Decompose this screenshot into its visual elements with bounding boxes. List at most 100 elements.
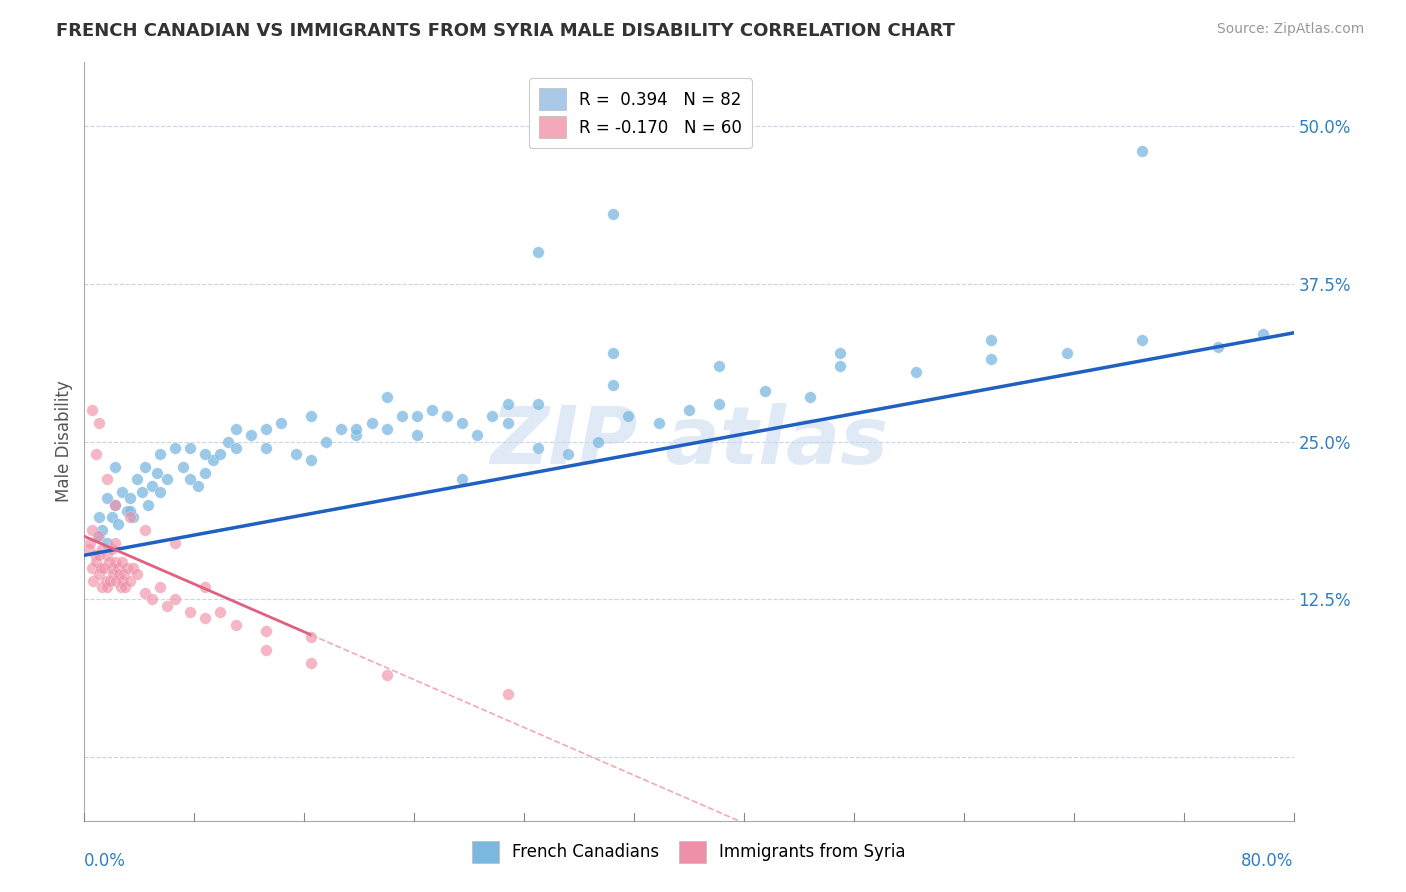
Point bbox=[86, 555, 108, 569]
Point bbox=[406, 428, 429, 442]
Point bbox=[315, 434, 337, 449]
Point bbox=[391, 409, 413, 424]
Point bbox=[602, 377, 624, 392]
Point bbox=[830, 359, 852, 373]
Point bbox=[194, 580, 217, 594]
Point bbox=[285, 447, 308, 461]
Point bbox=[110, 580, 132, 594]
Point bbox=[101, 567, 124, 582]
Point bbox=[225, 617, 247, 632]
Point bbox=[467, 428, 489, 442]
Point bbox=[904, 365, 927, 379]
Point bbox=[754, 384, 776, 398]
Point bbox=[141, 479, 163, 493]
Point bbox=[149, 447, 172, 461]
Point bbox=[194, 611, 217, 625]
Point bbox=[108, 567, 131, 582]
Point bbox=[89, 529, 111, 543]
Point bbox=[830, 346, 852, 360]
Point bbox=[104, 555, 127, 569]
Point bbox=[299, 656, 322, 670]
Point bbox=[330, 422, 353, 436]
Point bbox=[254, 643, 277, 657]
Point bbox=[172, 459, 194, 474]
Point bbox=[82, 574, 104, 588]
Point bbox=[115, 504, 138, 518]
Point bbox=[799, 390, 821, 404]
Point bbox=[1056, 346, 1078, 360]
Point bbox=[96, 491, 118, 506]
Point bbox=[451, 473, 474, 487]
Point bbox=[254, 624, 277, 639]
Point bbox=[115, 561, 138, 575]
Point bbox=[118, 504, 141, 518]
Point bbox=[1132, 334, 1154, 348]
Point bbox=[104, 498, 127, 512]
Point bbox=[165, 535, 187, 549]
Point bbox=[496, 416, 519, 430]
Point bbox=[96, 580, 118, 594]
Point bbox=[87, 529, 110, 543]
Point bbox=[375, 422, 398, 436]
Point bbox=[165, 441, 187, 455]
Point bbox=[179, 441, 201, 455]
Text: FRENCH CANADIAN VS IMMIGRANTS FROM SYRIA MALE DISABILITY CORRELATION CHART: FRENCH CANADIAN VS IMMIGRANTS FROM SYRIA… bbox=[56, 22, 955, 40]
Point bbox=[209, 605, 232, 619]
Point bbox=[146, 466, 169, 480]
Point bbox=[89, 567, 111, 582]
Point bbox=[111, 485, 134, 500]
Point bbox=[134, 523, 156, 537]
Point bbox=[91, 541, 114, 556]
Point bbox=[360, 416, 382, 430]
Point bbox=[481, 409, 503, 424]
Point bbox=[225, 441, 247, 455]
Point bbox=[89, 510, 111, 524]
Point bbox=[105, 574, 128, 588]
Point bbox=[299, 453, 322, 467]
Point bbox=[114, 580, 136, 594]
Point bbox=[436, 409, 458, 424]
Point bbox=[225, 422, 247, 436]
Point bbox=[602, 207, 624, 221]
Point bbox=[100, 541, 122, 556]
Point bbox=[194, 466, 217, 480]
Point bbox=[557, 447, 579, 461]
Point bbox=[96, 548, 118, 563]
Point bbox=[588, 434, 610, 449]
Point bbox=[118, 491, 141, 506]
Point bbox=[1206, 340, 1229, 354]
Point bbox=[179, 605, 201, 619]
Point bbox=[94, 574, 117, 588]
Point bbox=[156, 473, 179, 487]
Point bbox=[194, 447, 217, 461]
Point bbox=[406, 409, 429, 424]
Point bbox=[156, 599, 179, 613]
Point bbox=[254, 441, 277, 455]
Point bbox=[107, 516, 129, 531]
Point bbox=[527, 396, 550, 410]
Point bbox=[165, 592, 187, 607]
Point bbox=[141, 592, 163, 607]
Point bbox=[118, 510, 141, 524]
Point bbox=[179, 473, 201, 487]
Point bbox=[375, 668, 398, 682]
Point bbox=[187, 479, 209, 493]
Point bbox=[299, 631, 322, 645]
Point bbox=[134, 459, 156, 474]
Point bbox=[420, 403, 443, 417]
Point bbox=[104, 498, 127, 512]
Point bbox=[239, 428, 262, 442]
Point bbox=[104, 535, 127, 549]
Point bbox=[80, 523, 103, 537]
Point bbox=[527, 244, 550, 259]
Point bbox=[79, 535, 101, 549]
Point bbox=[90, 561, 112, 575]
Point bbox=[496, 687, 519, 701]
Point bbox=[127, 567, 149, 582]
Point bbox=[91, 523, 114, 537]
Point bbox=[80, 561, 103, 575]
Point bbox=[678, 403, 700, 417]
Point bbox=[111, 555, 134, 569]
Point bbox=[84, 548, 107, 563]
Point bbox=[217, 434, 239, 449]
